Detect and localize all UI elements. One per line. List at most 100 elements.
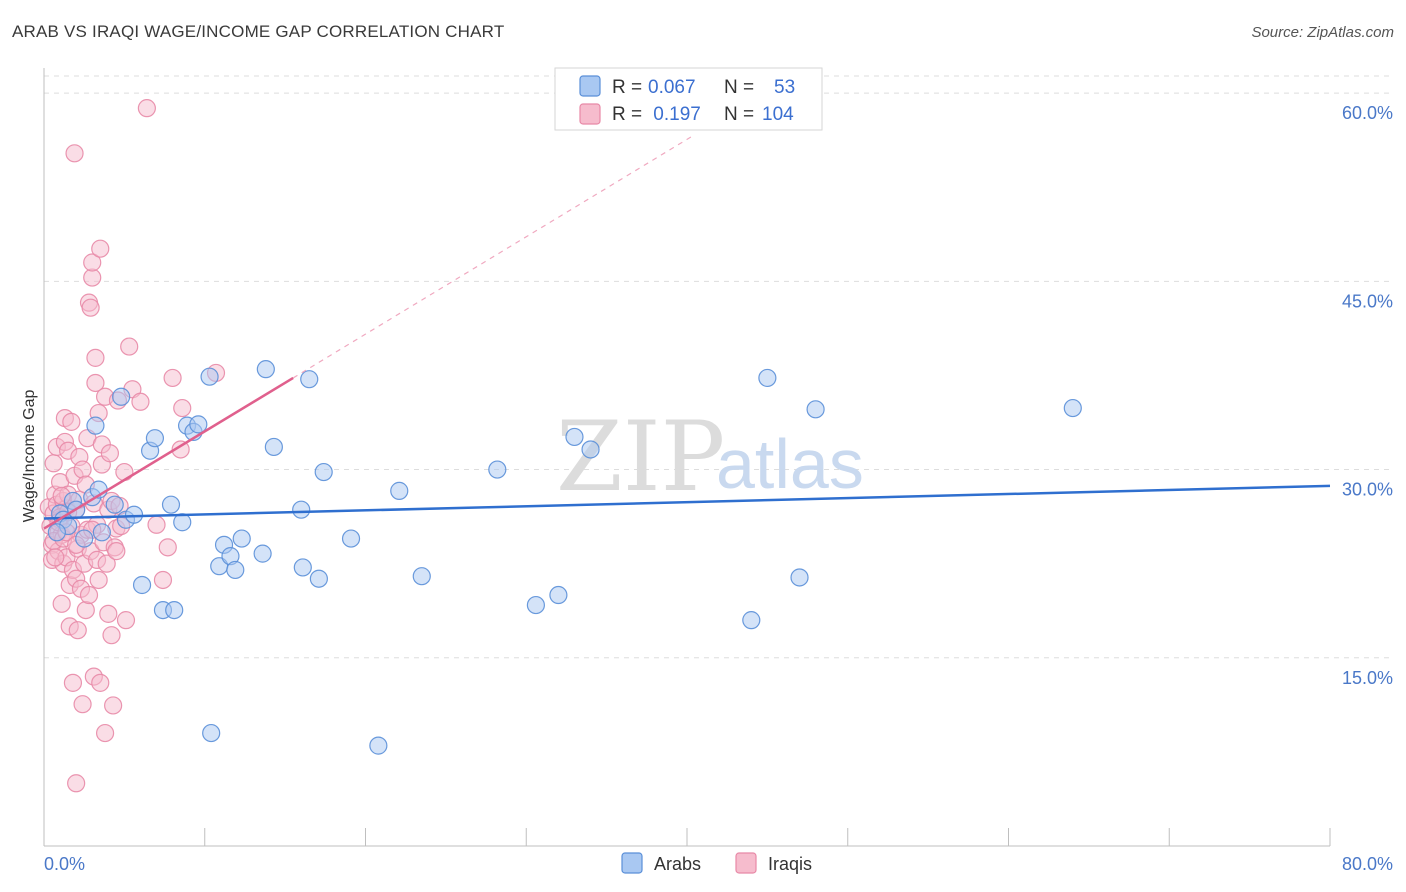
legend-n-label-iraqis: N = [724,104,754,125]
legend-n-value-iraqis: 104 [762,104,794,125]
legend-n-label-arabs: N = [724,77,754,98]
arabs-point-14 [124,505,144,524]
legend-swatch-iraqis [579,103,601,125]
arabs-point-32 [253,544,272,563]
arabs-point-33 [256,360,275,379]
stats-legend: R = 0.067 N = 53 R = 0.197 N = 104 [554,67,823,131]
iraqis-point-79 [115,462,134,482]
arabs-point-41 [369,736,388,755]
arabs-point-49 [742,611,761,630]
y-tick-labels: 15.0% 30.0% 45.0% 60.0% [1342,103,1393,688]
legend-n-value-arabs: 53 [774,77,795,98]
arabs-point-46 [549,585,568,605]
iraqis-point-69 [99,604,118,623]
trend-lines [43,133,1331,530]
iraqis-point-72 [102,626,121,645]
arabs-point-42 [390,481,409,500]
y-tick-label-45: 45.0% [1342,291,1393,311]
arabs-point-15 [132,575,152,595]
axes [43,68,1331,847]
iraqis-point-60 [91,239,110,258]
arabs-trend-line [43,484,1331,520]
arabs-point-45 [526,595,545,615]
iraqis-point-85 [147,515,166,534]
arabs-point-12 [105,495,124,514]
iraqis-point-81 [120,337,139,356]
arabs-point-9 [92,523,111,542]
iraqis-point-46 [79,585,99,605]
y-axis-label: Wage/Income Gap [21,390,38,523]
arabs-point-10 [86,416,105,435]
iraqis-trend-extension [292,133,696,379]
y-tick-label-15: 15.0% [1342,668,1393,688]
arabs-point-39 [314,462,333,482]
source-label: Source: ZipAtlas.com [1251,24,1394,41]
arabs-points [47,360,1082,755]
arabs-point-25 [200,367,219,386]
chart-title: ARAB VS IRAQI WAGE/INCOME GAP CORRELATIO… [12,22,505,41]
arabs-point-5 [47,523,66,542]
arabs-point-44 [488,460,507,479]
legend-r-label-iraqis: R = [612,104,642,125]
arabs-point-37 [300,370,319,389]
y-tick-label-30: 30.0% [1342,480,1393,500]
iraqis-point-70 [100,444,120,463]
iraqis-point-55 [86,373,105,393]
iraqis-point-83 [131,392,150,411]
iraqis-point-50 [83,268,102,287]
iraqis-point-73 [104,696,123,715]
iraqis-point-102 [107,542,126,561]
bottom-legend-swatch-arabs [621,852,643,874]
legend-r-label-arabs: R = [612,77,642,98]
bottom-legend-label-arabs: Arabs [654,854,701,874]
arabs-point-43 [412,567,431,586]
iraqis-point-39 [73,695,92,714]
arabs-point-36 [293,558,312,577]
legend-r-value-arabs: 0.067 [648,77,696,98]
watermark-atlas: atlas [716,425,864,503]
legend-swatch-arabs [579,75,601,97]
legend-r-value-iraqis: 0.197 [648,104,701,125]
iraqis-point-30 [65,144,84,163]
x-axis-ticks [204,828,1331,846]
arabs-point-38 [309,569,328,588]
iraqis-trend-line [43,376,294,530]
iraqis-point-25 [62,412,81,431]
iraqis-point-87 [158,538,177,557]
iraqis-point-84 [137,99,156,118]
arabs-point-53 [1063,398,1082,418]
series-legend: Arabs Iraqis [621,852,812,874]
arabs-point-48 [581,440,600,459]
iraqis-point-80 [116,611,136,630]
arabs-point-34 [264,437,283,457]
iraqis-point-59 [89,570,108,590]
iraqis-point-86 [153,570,173,590]
iraqis-point-61 [91,673,110,692]
arabs-point-50 [758,368,777,388]
iraqis-point-14 [52,594,71,613]
arabs-point-20 [165,600,184,620]
bottom-legend-swatch-iraqis [735,852,757,874]
iraqis-point-34 [68,621,87,640]
bottom-legend-label-iraqis: Iraqis [768,854,812,874]
iraqis-point-51 [83,253,102,272]
iraqis-points [39,99,226,793]
arabs-point-40 [341,529,361,548]
arabs-point-47 [565,427,584,447]
x-tick-label-max: 80.0% [1342,854,1393,874]
arabs-point-24 [189,415,208,434]
iraqis-point-67 [97,554,116,573]
arabs-point-19 [161,495,181,514]
iraqis-point-98 [46,548,65,567]
watermark: ZIP atlas [556,401,864,513]
iraqis-point-90 [173,398,192,418]
grid-lines [44,75,1393,659]
iraqis-point-43 [76,600,95,620]
x-tick-label-min: 0.0% [44,854,85,874]
iraqis-point-28 [63,673,83,692]
iraqis-point-54 [86,348,105,367]
arabs-point-31 [232,529,251,548]
arabs-point-30 [226,560,245,580]
arabs-point-51 [790,568,809,587]
